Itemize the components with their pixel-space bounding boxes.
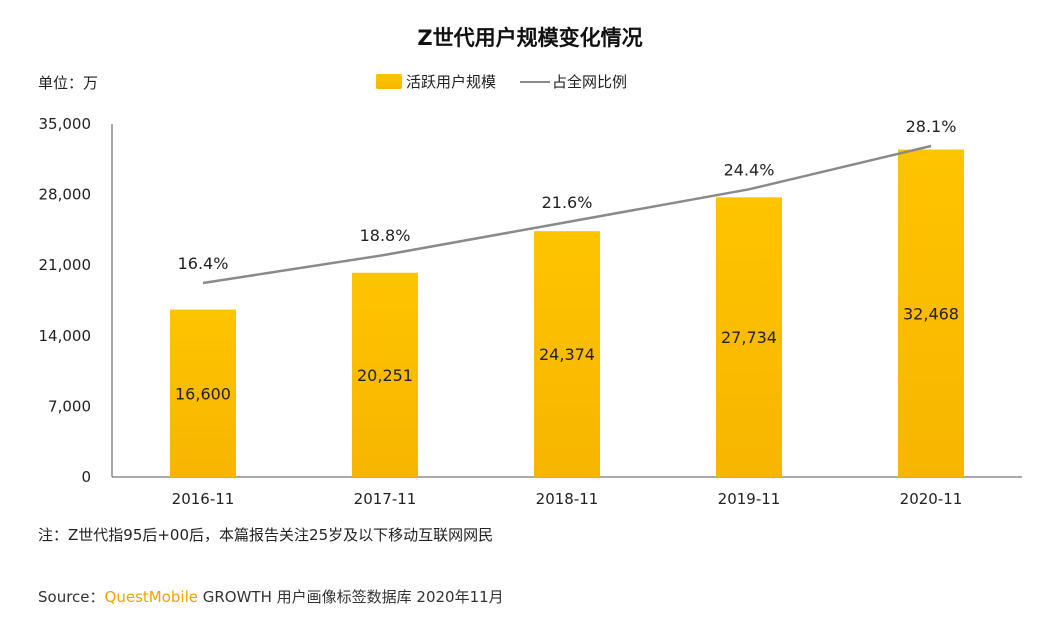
line-value-label: 24.4% [724, 160, 775, 179]
y-tick-label: 21,000 [39, 256, 92, 274]
bar-value-label: 24,374 [539, 345, 595, 364]
source-line: Source：QuestMobile GROWTH 用户画像标签数据库 2020… [38, 586, 504, 607]
line-value-label: 21.6% [542, 193, 593, 212]
line-value-label: 28.1% [906, 117, 957, 136]
x-tick-label: 2020-11 [900, 490, 963, 508]
bar-value-label: 27,734 [721, 328, 777, 347]
x-tick-label: 2017-11 [354, 490, 417, 508]
y-tick-label: 14,000 [39, 327, 92, 345]
y-tick-label: 0 [81, 468, 91, 486]
footnote: 注：Z世代指95后+00后，本篇报告关注25岁及以下移动互联网网民 [38, 524, 493, 545]
bar-value-label: 32,468 [903, 304, 959, 323]
source-brand: QuestMobile [105, 588, 198, 606]
x-tick-label: 2016-11 [172, 490, 235, 508]
bar-value-label: 20,251 [357, 366, 413, 385]
source-suffix: GROWTH 用户画像标签数据库 2020年11月 [198, 588, 504, 606]
y-tick-label: 7,000 [48, 397, 91, 415]
bar-value-label: 16,600 [175, 384, 231, 403]
y-tick-label: 28,000 [39, 186, 92, 204]
x-tick-label: 2018-11 [536, 490, 599, 508]
source-prefix: Source： [38, 588, 105, 606]
y-tick-label: 35,000 [39, 115, 92, 133]
line-value-label: 18.8% [360, 226, 411, 245]
x-tick-label: 2019-11 [718, 490, 781, 508]
line-value-label: 16.4% [178, 254, 229, 273]
